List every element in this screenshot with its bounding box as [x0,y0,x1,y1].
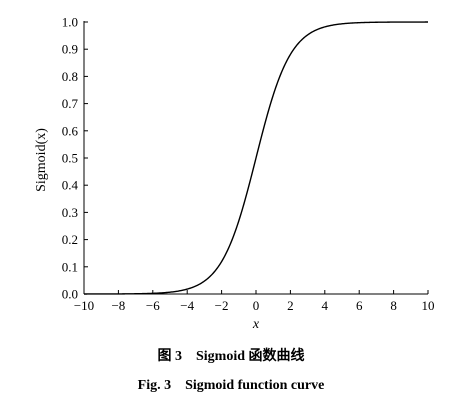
x-axis-ticks: −10 −8 −6 −4 −2 0 2 4 6 8 10 [74,290,435,313]
y-tick-label: 0.5 [62,151,78,166]
y-tick-label: 0.3 [62,205,78,220]
figure-caption-chinese: 图 3 Sigmoid 函数曲线 [157,349,305,364]
figure-caption-english: Fig. 3 Sigmoid function curve [137,378,325,393]
y-tick-label: 0.4 [62,178,79,193]
y-tick-label: 1.0 [62,15,78,30]
x-tick-label: 10 [422,298,435,313]
y-tick-label: 0.1 [62,259,78,274]
y-tick-label: 0.9 [62,42,78,57]
series-layer [84,21,428,295]
x-tick-label: −6 [146,298,160,313]
sigmoid-curve [84,21,428,295]
x-tick-label: −8 [111,298,125,313]
sigmoid-chart: 0.00.10.20.30.40.50.60.70.80.91.0 −10 −8−… [34,15,435,333]
x-tick-label: −10 [74,298,94,313]
x-tick-label: 8 [390,298,397,313]
y-axis-title: Sigmoid(x) [34,128,49,192]
y-tick-label: 0.6 [62,123,79,138]
x-tick-label: 6 [356,298,363,313]
y-tick-label: 0.2 [62,232,78,247]
y-axis-ticks: 0.0 0.1 0.2 0.3 0.4 0.5 0.6 0.7 0.8 0.9 1.0 [62,15,88,302]
y-tick-label: 0.7 [62,96,79,111]
x-tick-label: −2 [215,298,229,313]
y-tick-label: 0.8 [62,69,78,84]
x-tick-label: 4 [322,298,329,313]
x-tick-label: −4 [180,298,194,313]
x-tick-label: 2 [287,298,294,313]
x-tick-label: 0 [253,298,260,313]
x-axis-title: x [252,317,260,332]
y-tick-label: 0.0 [62,287,78,302]
